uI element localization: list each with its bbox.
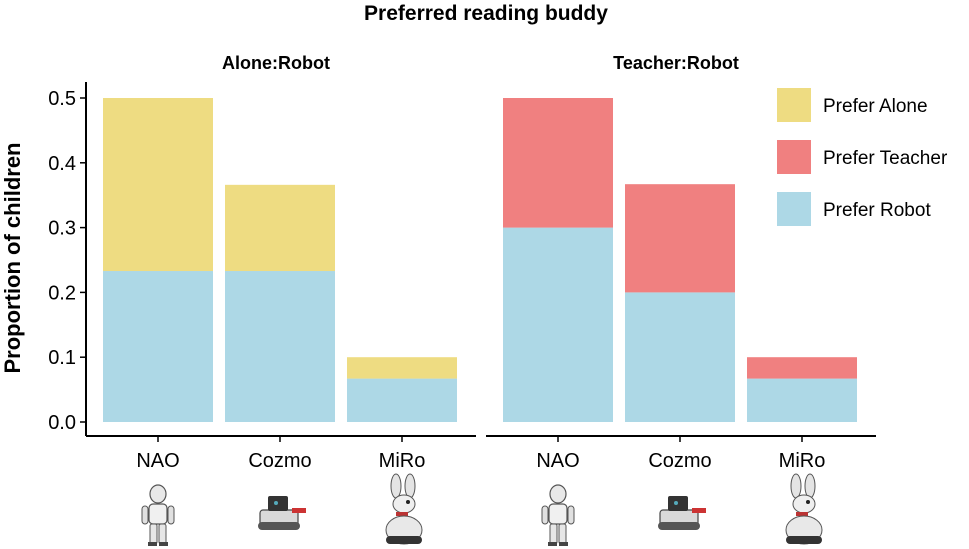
bar-miro-prefer-robot [747, 378, 857, 422]
bar-nao-prefer-alone [103, 98, 213, 272]
x-tick-label: NAO [136, 450, 179, 472]
bar-nao-prefer-teacher [503, 98, 613, 228]
bar-cozmo-prefer-robot [625, 292, 735, 422]
legend-label: Prefer Teacher [823, 148, 948, 169]
cozmo-robot-icon [258, 496, 306, 530]
nao-robot-icon [541, 484, 575, 546]
facet-title: Alone:Robot [222, 53, 330, 73]
legend-label: Prefer Robot [823, 200, 931, 221]
legend-label: Prefer Alone [823, 96, 928, 117]
x-tick-label: MiRo [379, 450, 426, 472]
y-tick-label: 0.5 [48, 88, 76, 110]
x-tick-label: MiRo [779, 450, 826, 472]
y-tick-label: 0.1 [48, 347, 76, 369]
cozmo-robot-icon [658, 496, 706, 530]
y-tick-label: 0.0 [48, 412, 76, 434]
facet-title: Teacher:Robot [613, 53, 739, 73]
bar-nao-prefer-robot [503, 227, 613, 422]
miro-robot-icon [785, 473, 823, 545]
x-tick-label: Cozmo [648, 450, 711, 472]
legend-swatch [777, 88, 811, 122]
bar-cozmo-prefer-robot [225, 271, 335, 422]
bar-miro-prefer-robot [347, 378, 457, 422]
y-tick-label: 0.4 [48, 153, 76, 175]
y-tick-label: 0.3 [48, 218, 76, 240]
bar-cozmo-prefer-teacher [625, 184, 735, 293]
panel-2: Teacher:Robot NAO Cozmo MiRo [486, 53, 876, 472]
chart-title: Preferred reading buddy [364, 2, 608, 25]
x-tick-label: Cozmo [248, 450, 311, 472]
panel-1: Alone:Robot NAO Cozmo MiRo 0.0 0.1 0.2 0.3 0.4 0.… [48, 53, 476, 472]
nao-robot-icon [141, 484, 175, 546]
bar-cozmo-prefer-alone [225, 184, 335, 272]
miro-robot-icon [385, 473, 423, 545]
bar-miro-prefer-alone [347, 357, 457, 379]
legend-swatch [777, 192, 811, 226]
bar-nao-prefer-robot [103, 271, 213, 422]
bar-miro-prefer-teacher [747, 357, 857, 379]
y-tick-label: 0.2 [48, 282, 76, 304]
x-tick-label: NAO [536, 450, 579, 472]
y-axis-label: Proportion of children [0, 143, 25, 374]
legend: Prefer Alone Prefer Teacher Prefer Robot [777, 88, 948, 226]
legend-swatch [777, 140, 811, 174]
